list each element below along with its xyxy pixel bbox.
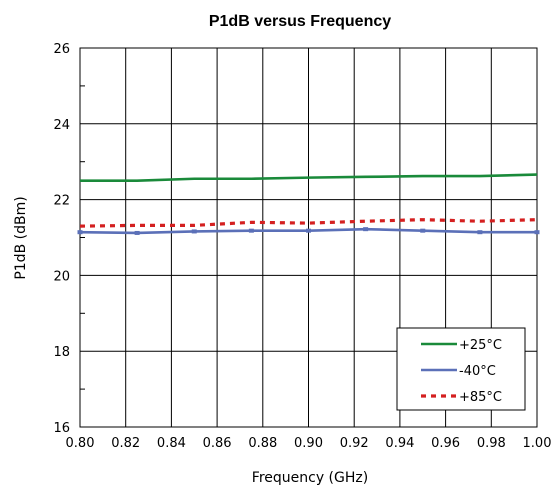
series-marker <box>134 230 140 235</box>
series-marker <box>420 228 426 233</box>
x-tick-label: 0.94 <box>385 436 414 451</box>
y-tick-label: 16 <box>53 421 70 436</box>
series-marker <box>306 228 311 233</box>
x-tick-label: 0.86 <box>203 436 232 451</box>
y-tick-label: 20 <box>53 269 70 284</box>
y-tick-label: 18 <box>53 345 70 360</box>
x-tick-label: 1.00 <box>523 436 552 451</box>
legend-label: +85°C <box>459 390 502 405</box>
y-tick-label: 24 <box>53 118 70 133</box>
series-line-1 <box>80 173 538 182</box>
series-marker <box>248 228 254 233</box>
y-axis-ticks: 16 18 20 22 24 26 <box>53 42 70 436</box>
x-tick-label: 0.90 <box>294 436 323 451</box>
x-tick-label: 0.82 <box>111 436 140 451</box>
x-axis-label: Frequency (GHz) <box>252 470 368 486</box>
legend-label: -40°C <box>459 364 496 379</box>
plot-area <box>79 47 538 428</box>
series-marker <box>77 230 83 235</box>
x-tick-label: 0.88 <box>248 436 277 451</box>
series-line-3 <box>79 218 538 228</box>
x-axis-ticks: 0.80 0.82 0.84 0.86 0.88 0.90 0.92 0.94 0.96 0.98… <box>66 436 552 451</box>
y-tick-label: 26 <box>53 42 70 57</box>
chart-title: P1dB versus Frequency <box>209 13 391 30</box>
series-marker <box>191 229 197 234</box>
x-tick-label: 0.92 <box>340 436 369 451</box>
series-layer <box>77 173 540 235</box>
legend-box <box>396 327 526 411</box>
y-tick-label: 22 <box>53 194 70 209</box>
x-tick-label: 0.80 <box>66 436 95 451</box>
series-marker <box>534 230 540 235</box>
series-marker <box>477 230 483 235</box>
x-tick-label: 0.98 <box>477 436 506 451</box>
y-axis-label: P1dB (dBm) <box>13 196 29 279</box>
x-tick-label: 0.84 <box>157 436 186 451</box>
legend-label: +25°C <box>459 338 502 353</box>
x-tick-label: 0.96 <box>431 436 460 451</box>
legend: +25°C -40°C +85°C <box>396 327 526 411</box>
series-marker <box>363 227 369 232</box>
